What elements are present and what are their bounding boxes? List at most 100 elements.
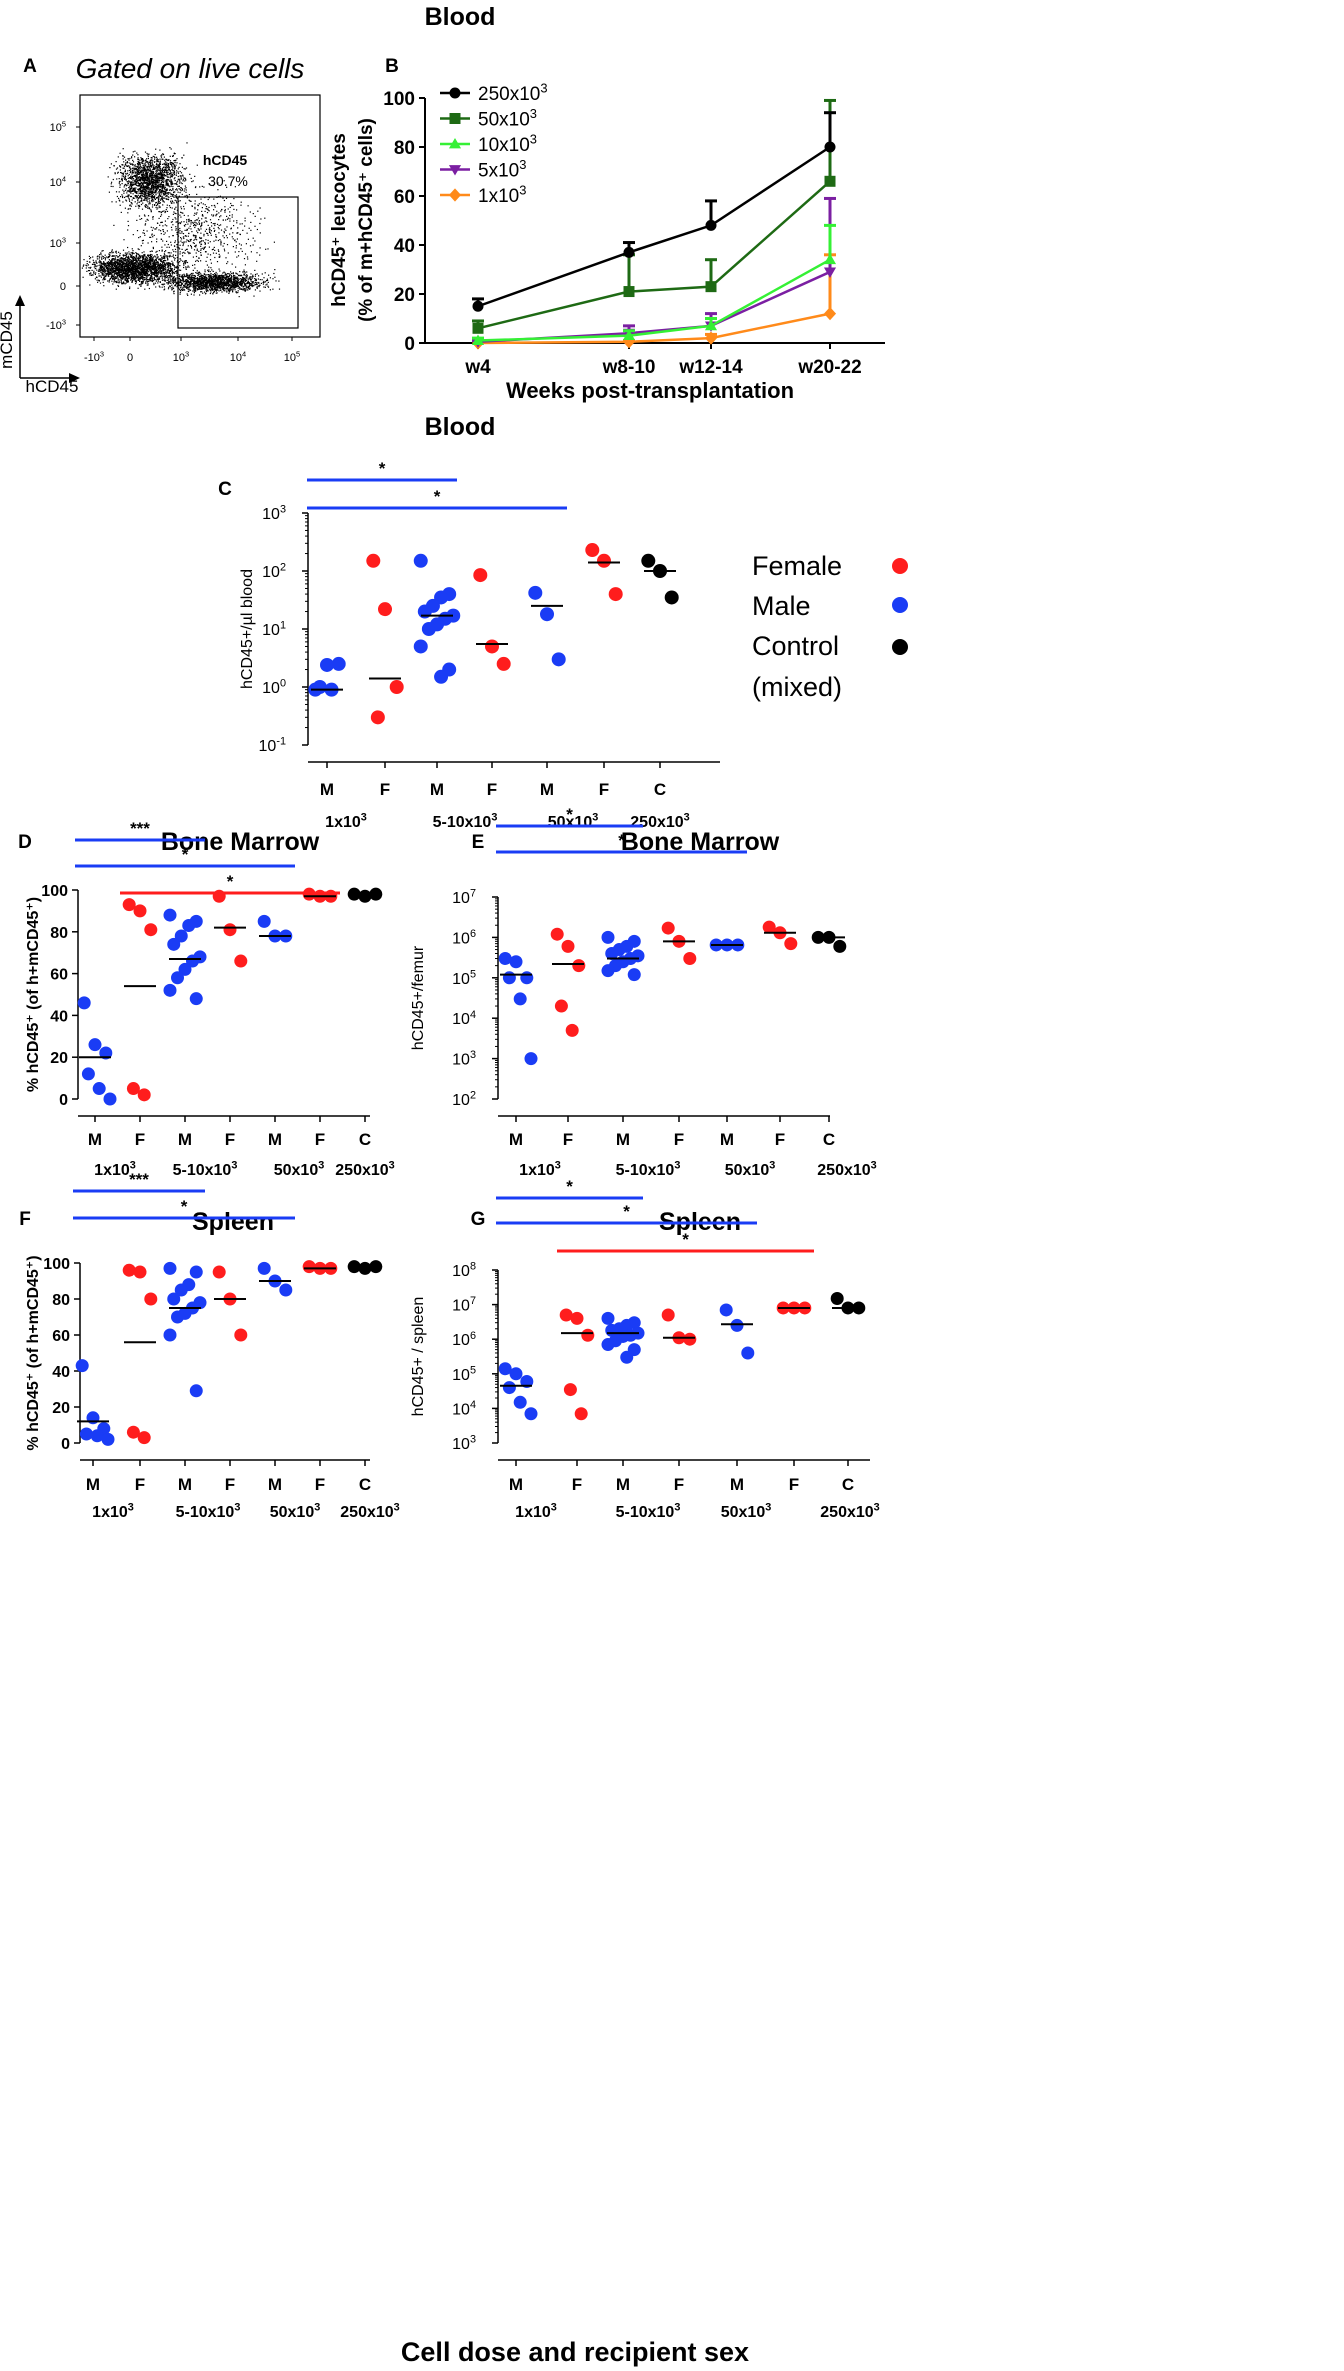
cell-event	[116, 178, 118, 180]
cell-event	[140, 264, 142, 266]
cell-event	[134, 195, 136, 197]
cell-event	[111, 181, 113, 183]
cell-event	[249, 288, 251, 290]
cell-event	[225, 281, 227, 283]
cell-event	[162, 184, 164, 186]
cell-event	[148, 268, 150, 270]
cell-event	[127, 165, 129, 167]
cell-event	[111, 275, 113, 277]
cell-event	[167, 270, 169, 272]
cell-event	[126, 181, 128, 183]
cell-event	[214, 273, 216, 275]
cell-event	[112, 276, 114, 278]
cell-event	[125, 263, 127, 265]
cell-event	[111, 267, 113, 269]
cell-event	[110, 163, 112, 165]
cell-event	[146, 271, 148, 273]
cell-event	[129, 253, 131, 255]
cell-event	[151, 192, 153, 194]
cell-event	[115, 266, 117, 268]
cell-event	[164, 288, 166, 290]
cell-event	[127, 194, 129, 196]
cell-event	[157, 196, 159, 198]
cell-event	[161, 188, 163, 190]
cell-event	[98, 264, 100, 267]
cell-event	[195, 272, 197, 274]
cell-event	[99, 260, 101, 262]
cell-event	[82, 265, 84, 267]
cell-event	[247, 285, 249, 287]
cell-event	[141, 158, 143, 160]
cell-event	[142, 273, 144, 275]
cell-event	[183, 281, 185, 283]
cell-event	[113, 270, 116, 272]
cell-event	[135, 256, 137, 258]
cell-event	[168, 286, 170, 288]
cell-event	[134, 189, 137, 191]
cell-event	[267, 286, 270, 288]
cell-event	[157, 186, 159, 188]
cell-event	[147, 176, 149, 178]
cell-event	[149, 262, 151, 264]
cell-event	[236, 273, 239, 275]
cell-event	[132, 251, 134, 254]
cell-event	[254, 289, 256, 291]
cell-event	[125, 273, 127, 275]
cell-event	[154, 175, 156, 177]
cell-event	[135, 275, 137, 277]
cell-event	[159, 281, 161, 283]
cell-event	[173, 160, 175, 162]
cell-event	[150, 277, 152, 280]
cell-event	[206, 284, 208, 286]
cell-event	[118, 279, 120, 281]
cell-event	[142, 160, 144, 162]
cell-event	[156, 180, 159, 182]
cell-event	[112, 264, 114, 266]
cell-event	[146, 181, 148, 183]
cell-event	[162, 204, 164, 206]
cell-event	[168, 180, 171, 182]
cell-event	[92, 263, 94, 265]
cell-event	[145, 260, 147, 262]
cell-event	[121, 259, 123, 261]
cell-event	[166, 210, 169, 212]
cell-event	[162, 255, 165, 257]
cell-event	[165, 171, 167, 173]
cell-event	[150, 166, 152, 168]
cell-event	[118, 259, 120, 262]
cell-event	[196, 272, 198, 274]
cell-event	[171, 279, 173, 281]
cell-event	[151, 182, 154, 184]
cell-event	[189, 289, 192, 291]
cell-event	[149, 166, 151, 168]
cell-event	[118, 262, 120, 264]
cell-event	[147, 194, 149, 196]
cell-event	[103, 261, 105, 263]
cell-event	[186, 266, 188, 268]
cell-event	[151, 186, 153, 188]
cell-event	[135, 257, 137, 259]
cell-event	[144, 273, 147, 275]
cell-event	[164, 187, 166, 189]
cell-event	[152, 180, 154, 182]
cell-event	[144, 181, 147, 183]
cell-event	[166, 195, 168, 197]
cell-event	[134, 268, 136, 270]
cell-event	[152, 155, 154, 157]
cell-event	[130, 163, 132, 165]
cell-event	[112, 266, 114, 268]
cell-event	[155, 183, 157, 186]
cell-event	[149, 257, 151, 259]
cell-event	[144, 179, 146, 181]
cell-event	[155, 276, 158, 278]
cell-event	[182, 174, 184, 176]
cell-event	[259, 279, 261, 281]
cell-event	[99, 275, 101, 277]
cell-event	[213, 283, 215, 285]
cell-event	[147, 275, 150, 277]
cell-event	[95, 272, 97, 274]
cell-event	[119, 186, 121, 188]
cell-event	[102, 274, 104, 276]
cell-event	[146, 194, 148, 196]
